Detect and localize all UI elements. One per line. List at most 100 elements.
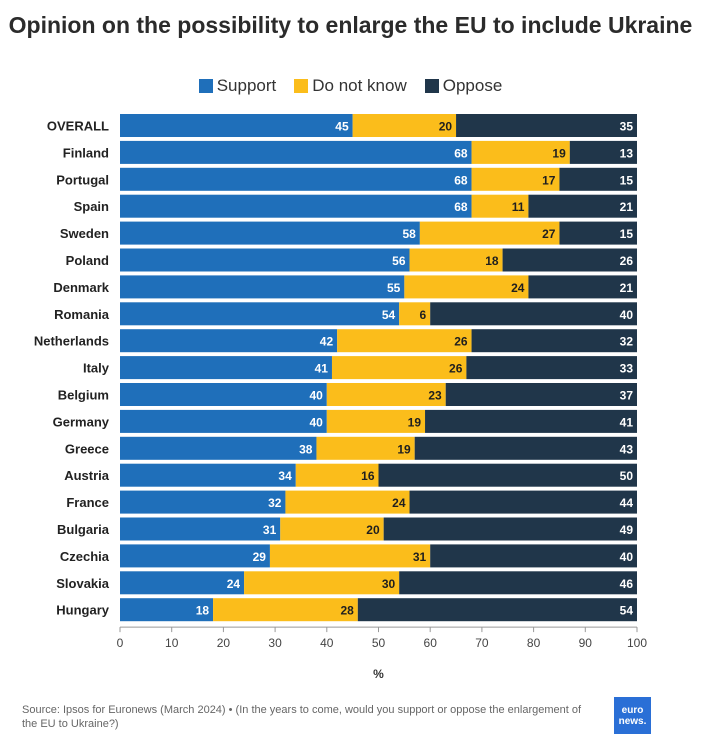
category-label-czechia: Czechia (60, 549, 110, 564)
logo-line-2: news. (618, 715, 647, 727)
data-label-do-not-know-czechia: 31 (413, 550, 427, 564)
chart-title-text: Opinion on the possibility to enlarge th… (8, 12, 693, 38)
category-label-austria: Austria (64, 468, 110, 483)
legend-item-do-not-know: Do not know (294, 76, 407, 96)
category-label-spain: Spain (74, 199, 109, 214)
data-label-oppose-belgium: 37 (620, 389, 634, 403)
bar-do-not-know-sweden (419, 221, 560, 245)
bar-oppose-romania (430, 302, 637, 326)
bar-support-denmark (120, 275, 405, 299)
data-label-support-romania: 54 (382, 308, 396, 322)
category-label-sweden: Sweden (60, 226, 109, 241)
bar-do-not-know-poland (409, 248, 503, 272)
legend: Support Do not know Oppose (0, 76, 701, 96)
data-label-do-not-know-spain: 11 (512, 200, 525, 214)
x-tick-label-70: 70 (475, 636, 489, 650)
data-label-do-not-know-hungary: 28 (340, 604, 354, 618)
bar-oppose-italy (466, 356, 637, 380)
data-label-support-sweden: 58 (403, 227, 417, 241)
category-label-belgium: Belgium (58, 388, 109, 403)
bar-support-finland (120, 140, 472, 164)
category-label-denmark: Denmark (53, 280, 109, 295)
bar-do-not-know-romania (399, 302, 431, 326)
data-label-support-germany: 40 (309, 415, 323, 429)
data-label-do-not-know-bulgaria: 20 (366, 523, 380, 537)
data-label-do-not-know-germany: 19 (408, 415, 422, 429)
data-label-oppose-slovakia: 46 (620, 577, 634, 591)
data-label-support-greece: 38 (299, 442, 313, 456)
bar-do-not-know-bulgaria (280, 517, 384, 541)
bar-do-not-know-netherlands (337, 329, 472, 353)
bar-support-overall (120, 114, 353, 137)
data-label-oppose-austria: 50 (620, 469, 634, 483)
data-label-oppose-portugal: 15 (620, 173, 634, 187)
bar-oppose-denmark (528, 275, 637, 299)
euronews-logo: euro news. (614, 697, 651, 734)
bar-oppose-overall (456, 114, 637, 137)
bar-oppose-sweden (559, 221, 637, 245)
category-label-overall: OVERALL (47, 119, 109, 134)
data-label-oppose-sweden: 15 (620, 227, 634, 241)
bar-support-bulgaria (120, 517, 281, 541)
data-label-oppose-netherlands: 32 (620, 335, 634, 349)
bar-do-not-know-spain (471, 194, 529, 218)
data-label-oppose-czechia: 40 (620, 550, 634, 564)
category-label-romania: Romania (54, 307, 110, 322)
bar-do-not-know-denmark (404, 275, 529, 299)
data-label-support-france: 32 (268, 496, 282, 510)
bar-support-italy (120, 356, 332, 380)
data-label-do-not-know-denmark: 24 (511, 281, 525, 295)
data-label-support-slovakia: 24 (227, 577, 241, 591)
data-label-support-hungary: 18 (196, 604, 210, 618)
bar-do-not-know-finland (471, 140, 570, 164)
legend-label-do-not-know: Do not know (312, 76, 407, 95)
x-tick-label-90: 90 (579, 636, 593, 650)
bar-oppose-netherlands (471, 329, 637, 353)
data-label-do-not-know-portugal: 17 (542, 173, 556, 187)
category-label-italy: Italy (83, 361, 110, 376)
category-label-finland: Finland (63, 145, 109, 160)
bar-oppose-austria (378, 463, 637, 487)
category-label-netherlands: Netherlands (34, 334, 109, 349)
data-label-support-italy: 41 (315, 362, 329, 376)
category-label-portugal: Portugal (56, 172, 109, 187)
stacked-bar-chart: OVERALL 45 20 35 Finland 68 19 13 Portugal 68 17 15… (34, 114, 647, 681)
bar-oppose-portugal (559, 167, 637, 191)
category-label-hungary: Hungary (56, 603, 110, 618)
data-label-oppose-bulgaria: 49 (620, 523, 634, 537)
data-label-do-not-know-greece: 19 (397, 442, 411, 456)
bar-do-not-know-germany (326, 409, 426, 433)
data-label-support-poland: 56 (392, 254, 406, 268)
bar-oppose-finland (569, 140, 637, 164)
legend-swatch-support (198, 79, 213, 93)
bar-support-poland (120, 248, 410, 272)
category-label-slovakia: Slovakia (56, 576, 110, 591)
data-label-do-not-know-overall: 20 (439, 120, 453, 134)
legend-label-support: Support (216, 76, 277, 95)
bar-do-not-know-italy (331, 356, 467, 380)
bar-support-czechia (120, 544, 270, 568)
bar-do-not-know-belgium (326, 383, 446, 406)
data-label-oppose-greece: 43 (620, 442, 634, 456)
bar-support-sweden (120, 221, 420, 245)
bar-oppose-belgium (445, 383, 637, 406)
category-label-greece: Greece (65, 441, 109, 456)
chart-title: Opinion on the possibility to enlarge th… (0, 12, 701, 39)
data-label-oppose-hungary: 54 (620, 604, 634, 618)
bar-do-not-know-greece (316, 436, 415, 460)
bar-support-greece (120, 436, 317, 460)
bar-support-spain (120, 194, 472, 218)
bar-oppose-france (409, 490, 637, 514)
data-label-do-not-know-belgium: 23 (428, 389, 442, 403)
legend-item-oppose: Oppose (424, 76, 502, 96)
x-tick-label-60: 60 (424, 636, 438, 650)
x-tick-label-0: 0 (117, 636, 124, 650)
data-label-support-austria: 34 (278, 469, 292, 483)
bar-do-not-know-france (285, 490, 410, 514)
data-label-do-not-know-austria: 16 (361, 469, 375, 483)
x-axis-label: % (373, 667, 384, 681)
category-label-poland: Poland (66, 253, 109, 268)
data-label-oppose-italy: 33 (620, 362, 634, 376)
bar-support-germany (120, 409, 327, 433)
x-tick-label-10: 10 (165, 636, 179, 650)
